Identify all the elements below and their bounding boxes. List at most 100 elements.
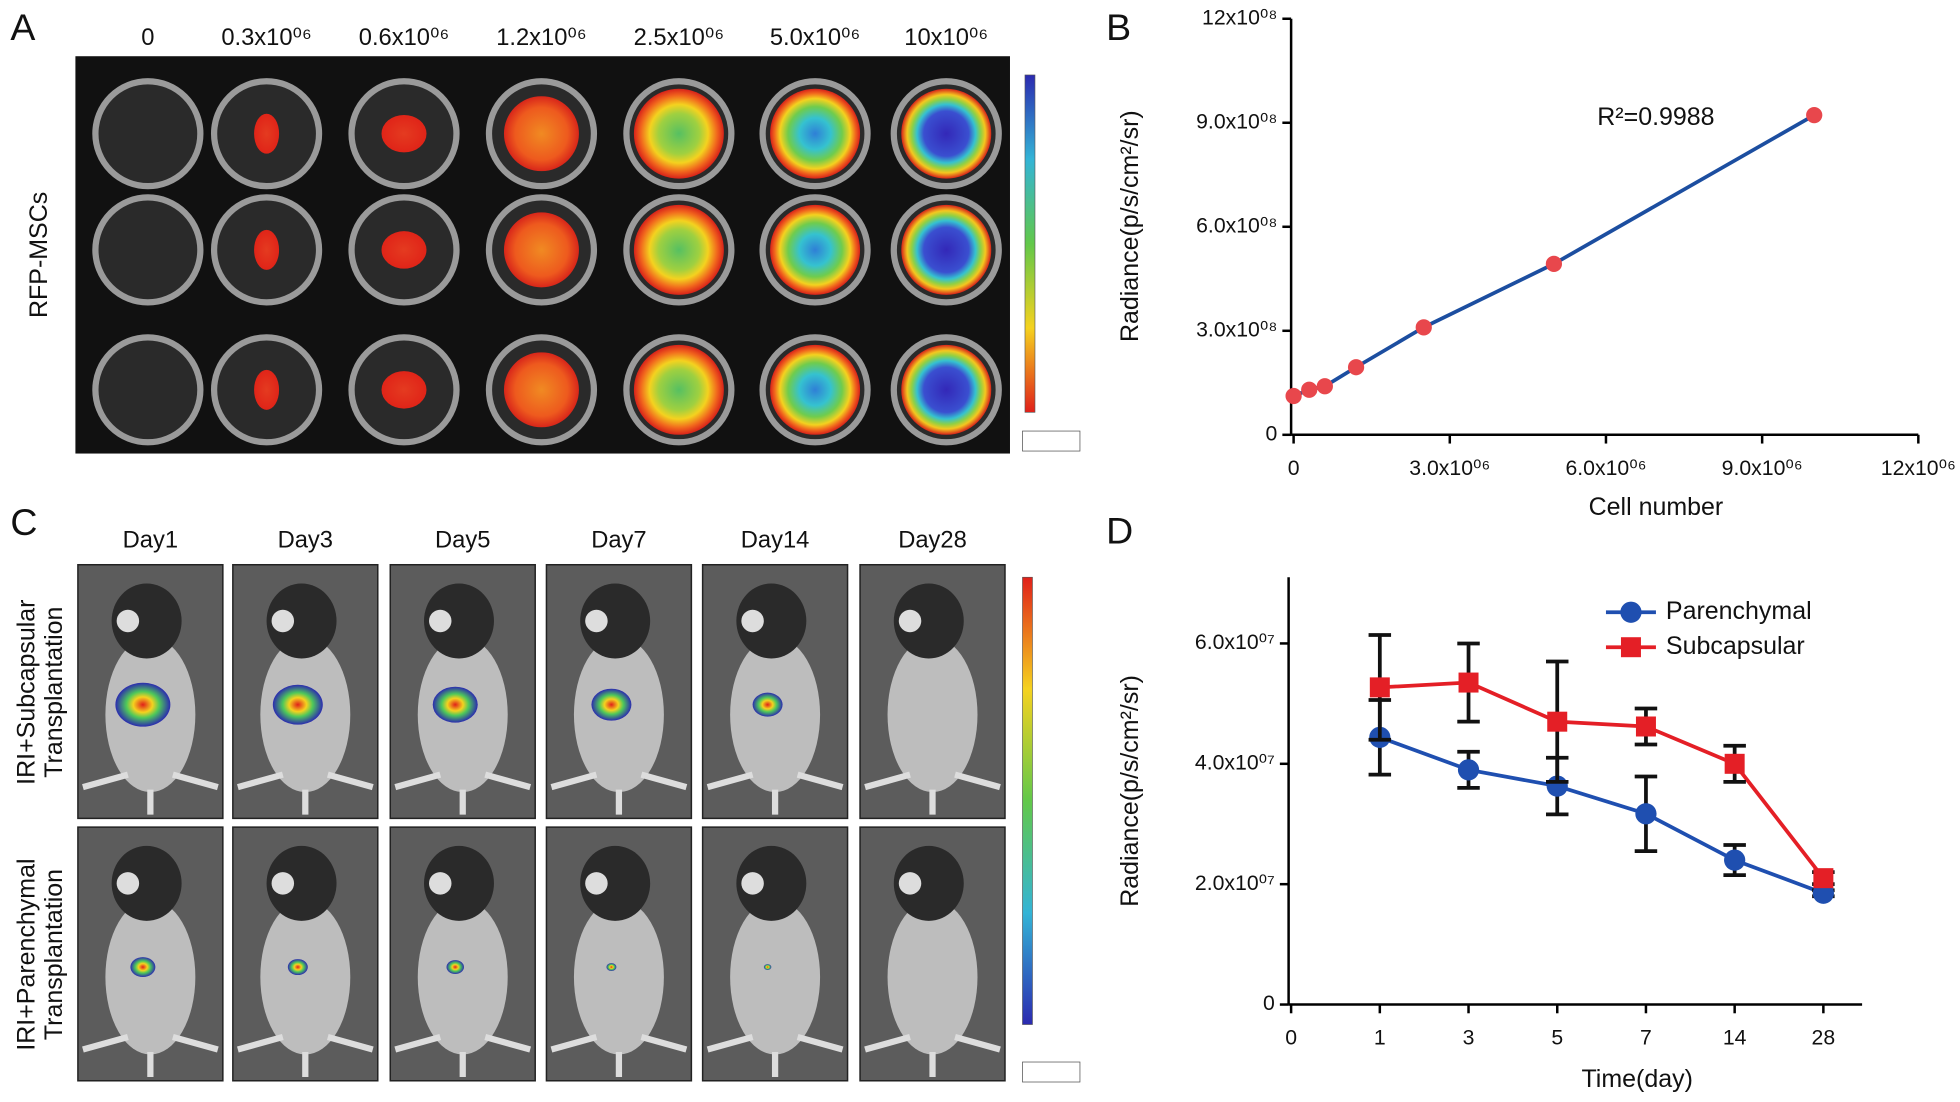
column-label: Day28: [898, 527, 967, 553]
marker: [1635, 803, 1657, 825]
mouse-body: [887, 637, 978, 793]
y-tick-label: 12x10⁰⁸: [1202, 5, 1277, 29]
mouse-body: [105, 899, 196, 1055]
marker: [1285, 387, 1302, 405]
x-tick-label: 1: [1374, 1026, 1386, 1050]
row-label: RFP-MSCs: [25, 192, 53, 318]
mouse-head: [580, 845, 651, 921]
mouse-legs: [864, 1034, 1001, 1078]
mouse-head: [266, 583, 337, 659]
well: [92, 78, 204, 190]
y-tick-label: 3.0x10⁰⁸: [1196, 317, 1277, 341]
mouse-body: [887, 899, 978, 1055]
signal: [503, 212, 579, 288]
mouse-body: [730, 899, 821, 1055]
annotation: R²=0.9988: [1597, 103, 1714, 131]
mouse-ear: [741, 872, 764, 895]
mouse-head: [893, 845, 964, 921]
column-label: 5.0x10⁰⁶: [770, 25, 861, 51]
marker: [1457, 759, 1480, 781]
mouse-head: [736, 583, 807, 659]
row-label: Transplantation: [40, 607, 68, 778]
x-tick-label: 6.0x10⁰⁶: [1565, 456, 1646, 480]
wells: [92, 78, 1002, 446]
x-tick-label: 12x10⁰⁶: [1881, 456, 1956, 480]
mouse-ear: [898, 872, 922, 895]
y-tick-label: 2.0x10⁰⁷: [1195, 871, 1275, 895]
legend-label: Subcapsular: [1666, 632, 1805, 660]
mouse-ear: [585, 872, 608, 895]
x-tick-label: 0: [1288, 456, 1300, 480]
x-tick-label: 9.0x10⁰⁶: [1722, 456, 1803, 480]
column-label: 0.6x10⁰⁶: [359, 25, 449, 51]
mouse-head: [580, 583, 651, 659]
row-label: Transplantation: [40, 869, 68, 1040]
mouse-legs: [394, 1034, 532, 1078]
panel-letter: A: [10, 6, 35, 48]
x-axis-title: Time(day): [1581, 1065, 1692, 1093]
legend-marker: [1620, 637, 1641, 658]
column-label: Day1: [123, 527, 178, 553]
signal: [254, 369, 280, 410]
row-label: IRI+Parenchymal: [13, 858, 41, 1050]
marker: [1369, 677, 1390, 698]
x-tick-label: 3: [1463, 1026, 1475, 1050]
signal: [272, 684, 323, 725]
mouse-legs: [394, 771, 532, 815]
mouse-legs: [82, 771, 219, 815]
y-axis-title: Radiance(p/s/cm²/sr): [1116, 110, 1144, 342]
x-tick-label: 28: [1812, 1026, 1836, 1050]
signal: [770, 344, 861, 435]
marker: [1347, 359, 1365, 376]
signal: [503, 96, 579, 172]
column-label: 10x10⁰⁶: [904, 25, 988, 51]
mouse-ear: [741, 609, 764, 633]
mouse-legs: [864, 771, 1001, 815]
x-tick-label: 5: [1551, 1026, 1563, 1050]
mouse-head: [111, 583, 182, 659]
scale-box: [1022, 1061, 1081, 1083]
mouse-ear: [116, 872, 140, 895]
panel-letter: C: [10, 501, 37, 543]
x-tick-label: 3.0x10⁰⁶: [1409, 456, 1490, 480]
signal: [770, 204, 861, 295]
column-label: 2.5x10⁰⁶: [634, 25, 725, 51]
signal: [381, 231, 427, 269]
signal: [115, 682, 171, 727]
column-label: 0: [141, 25, 154, 51]
legend-label: Parenchymal: [1666, 597, 1812, 625]
panel-letter: B: [1106, 6, 1131, 48]
mouse-ear: [271, 609, 295, 633]
panel-letter: D: [1106, 510, 1133, 552]
signal: [591, 688, 632, 721]
mouse-body: [417, 899, 508, 1055]
signal: [287, 959, 308, 976]
x-tick-label: 7: [1640, 1026, 1652, 1050]
signal: [763, 964, 772, 971]
mouse-legs: [82, 1034, 219, 1078]
well: [92, 194, 204, 306]
signal: [633, 344, 724, 435]
marker: [1724, 849, 1746, 871]
mouse-ear: [429, 872, 452, 895]
signal: [752, 692, 783, 717]
marker: [1635, 716, 1656, 737]
marker: [1724, 753, 1745, 774]
mouse-head: [893, 583, 964, 659]
signal: [901, 88, 992, 179]
mouse-head: [736, 845, 807, 921]
y-tick-label: 9.0x10⁰⁸: [1196, 109, 1277, 133]
marker: [1806, 107, 1823, 124]
marker: [1301, 381, 1318, 398]
row-label: IRI+Subcapsular: [13, 600, 41, 785]
mouse-head: [424, 845, 494, 921]
mouse-ear: [898, 609, 922, 633]
signal: [446, 960, 464, 975]
x-tick-label: 0: [1285, 1026, 1297, 1050]
mouse-ear: [271, 872, 295, 895]
mouse-ear: [585, 609, 608, 633]
legend-marker: [1620, 601, 1642, 623]
column-label: Day3: [278, 527, 333, 553]
signal: [130, 957, 156, 978]
